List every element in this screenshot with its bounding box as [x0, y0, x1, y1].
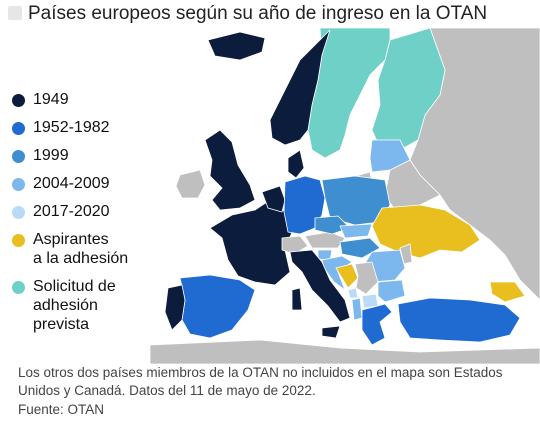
region-bulgaria: [377, 279, 406, 303]
legend-item: 2017-2020: [12, 202, 182, 221]
legend-dot-icon: [12, 94, 25, 107]
region-cerdena: [291, 287, 303, 311]
region-georgia: [489, 281, 526, 303]
legend-label: 1999: [33, 147, 69, 164]
europe-map: [0, 28, 540, 364]
legend-dot-icon: [12, 234, 25, 247]
region-benelux: [261, 185, 286, 213]
statista-badge-icon: [8, 6, 22, 20]
legend-item: 2004-2009: [12, 174, 182, 193]
region-noruega: [269, 29, 331, 146]
legend-label: Aspirantes a la adhesión: [33, 231, 129, 267]
region-albania: [351, 297, 363, 321]
legend-label: 1952-1982: [33, 119, 110, 136]
legend-dot-icon: [12, 150, 25, 163]
region-portugal: [164, 284, 186, 331]
legend: 1949 1952-1982 1999 2004-2009 2017-2020 Aspir…: [12, 90, 182, 343]
footnote: Los otros dos países miembros de la OTAN…: [18, 365, 503, 398]
region-balticos: [369, 139, 411, 173]
page-title: Países europeos según su año de ingreso …: [28, 3, 488, 24]
region-grecia: [361, 303, 393, 346]
source: Fuente: OTAN: [18, 402, 105, 417]
region-norte-africa: [149, 339, 540, 364]
region-montenegro: [347, 287, 359, 299]
legend-label: 1949: [33, 91, 69, 108]
region-dinamarca: [287, 149, 305, 179]
region-islandia: [207, 31, 266, 61]
region-irlanda: [175, 169, 206, 199]
region-serbia: [354, 261, 379, 295]
legend-item: 1949: [12, 90, 182, 109]
legend-item: 1952-1982: [12, 118, 182, 137]
legend-label: Solicitud de adhesión prevista: [33, 278, 116, 333]
legend-dot-icon: [12, 122, 25, 135]
region-ucrania: [371, 204, 481, 259]
legend-label: 2017-2020: [33, 203, 110, 220]
legend-item: Aspirantes a la adhesión: [12, 230, 182, 268]
legend-dot-icon: [12, 281, 25, 294]
region-macedonia-del-norte: [361, 293, 379, 309]
legend-dot-icon: [12, 178, 25, 191]
region-turquia: [397, 297, 521, 343]
region-reino-unido: [204, 129, 256, 211]
region-suiza: [281, 235, 309, 255]
region-italia: [289, 249, 351, 323]
legend-label: 2004-2009: [33, 175, 110, 192]
legend-item: Solicitud de adhesión prevista: [12, 277, 182, 334]
region-sicilia: [321, 325, 341, 339]
legend-item: 1999: [12, 146, 182, 165]
region-eslovaquia: [339, 223, 373, 239]
legend-dot-icon: [12, 206, 25, 219]
title-bar: Países europeos según su año de ingreso …: [0, 0, 540, 28]
